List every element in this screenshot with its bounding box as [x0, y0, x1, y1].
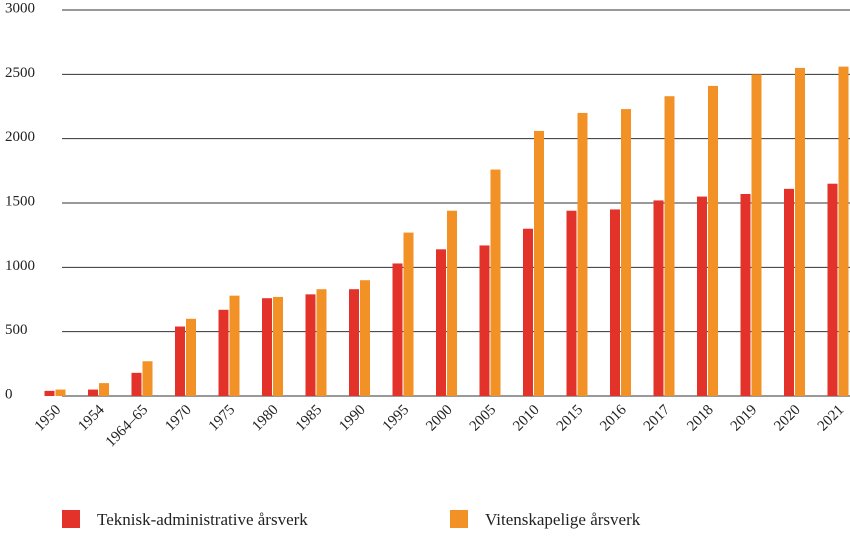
bar [827, 183, 838, 396]
x-tick-label: 2005 [467, 402, 500, 435]
legend-swatch [450, 510, 468, 528]
bar [186, 318, 196, 396]
x-tick-label: 2021 [815, 402, 848, 435]
x-tick-label: 1970 [162, 402, 195, 435]
bar [566, 210, 577, 396]
x-tick-label: 2018 [684, 402, 717, 435]
bar [621, 109, 631, 396]
x-tick-label: 1975 [206, 402, 239, 435]
x-tick-label: 2000 [423, 402, 456, 435]
legend-label: Teknisk-administrative årsverk [97, 510, 308, 529]
x-tick-label: 2019 [728, 402, 761, 435]
bar [447, 210, 457, 396]
bar [316, 289, 327, 396]
bar [795, 67, 805, 397]
bar [838, 66, 849, 396]
bar [784, 188, 794, 396]
bar [490, 169, 501, 396]
y-tick-label: 500 [5, 322, 28, 338]
bar [55, 389, 66, 396]
bar [360, 280, 370, 396]
y-tick-label: 2000 [5, 129, 35, 145]
bar [142, 361, 153, 396]
x-tick-label: 1980 [249, 402, 282, 435]
x-tick-label: 2017 [641, 402, 674, 435]
x-tick-label: 1964–65 [103, 402, 151, 450]
x-tick-label: 2020 [771, 402, 804, 435]
bar [273, 296, 283, 396]
legend-swatch [62, 510, 80, 528]
x-tick-label: 2016 [597, 402, 630, 435]
bar [751, 74, 762, 396]
bar [740, 193, 751, 396]
bar [349, 289, 359, 396]
x-tick-label: 1995 [380, 402, 413, 435]
bar [229, 295, 240, 396]
x-tick-label: 2015 [554, 402, 587, 435]
bar [664, 96, 675, 396]
bar [697, 196, 707, 396]
bar [262, 298, 272, 396]
bar [392, 263, 403, 396]
legend-label: Vitenskapelige årsverk [485, 510, 641, 529]
bar [88, 389, 98, 396]
bar [708, 85, 718, 396]
x-tick-label: 1990 [336, 402, 369, 435]
bar [577, 112, 588, 396]
bar [218, 309, 229, 396]
x-tick-label: 1950 [32, 402, 65, 435]
x-tick-label: 1985 [293, 402, 326, 435]
bar [436, 249, 446, 396]
bar [131, 372, 142, 396]
bar [305, 294, 316, 396]
y-tick-label: 2500 [5, 65, 35, 81]
x-tick-label: 2010 [510, 402, 543, 435]
y-tick-label: 0 [5, 386, 13, 402]
bar [534, 130, 544, 397]
y-tick-label: 1500 [5, 193, 35, 209]
bar [99, 383, 109, 396]
y-tick-label: 1000 [5, 258, 35, 274]
bar [403, 232, 414, 396]
bar [610, 209, 620, 396]
bar [44, 390, 55, 396]
x-tick-label: 1954 [75, 402, 108, 435]
y-tick-label: 3000 [5, 0, 35, 16]
bar [523, 228, 533, 396]
bar [479, 245, 490, 396]
bar [175, 326, 185, 396]
bar [653, 200, 664, 396]
